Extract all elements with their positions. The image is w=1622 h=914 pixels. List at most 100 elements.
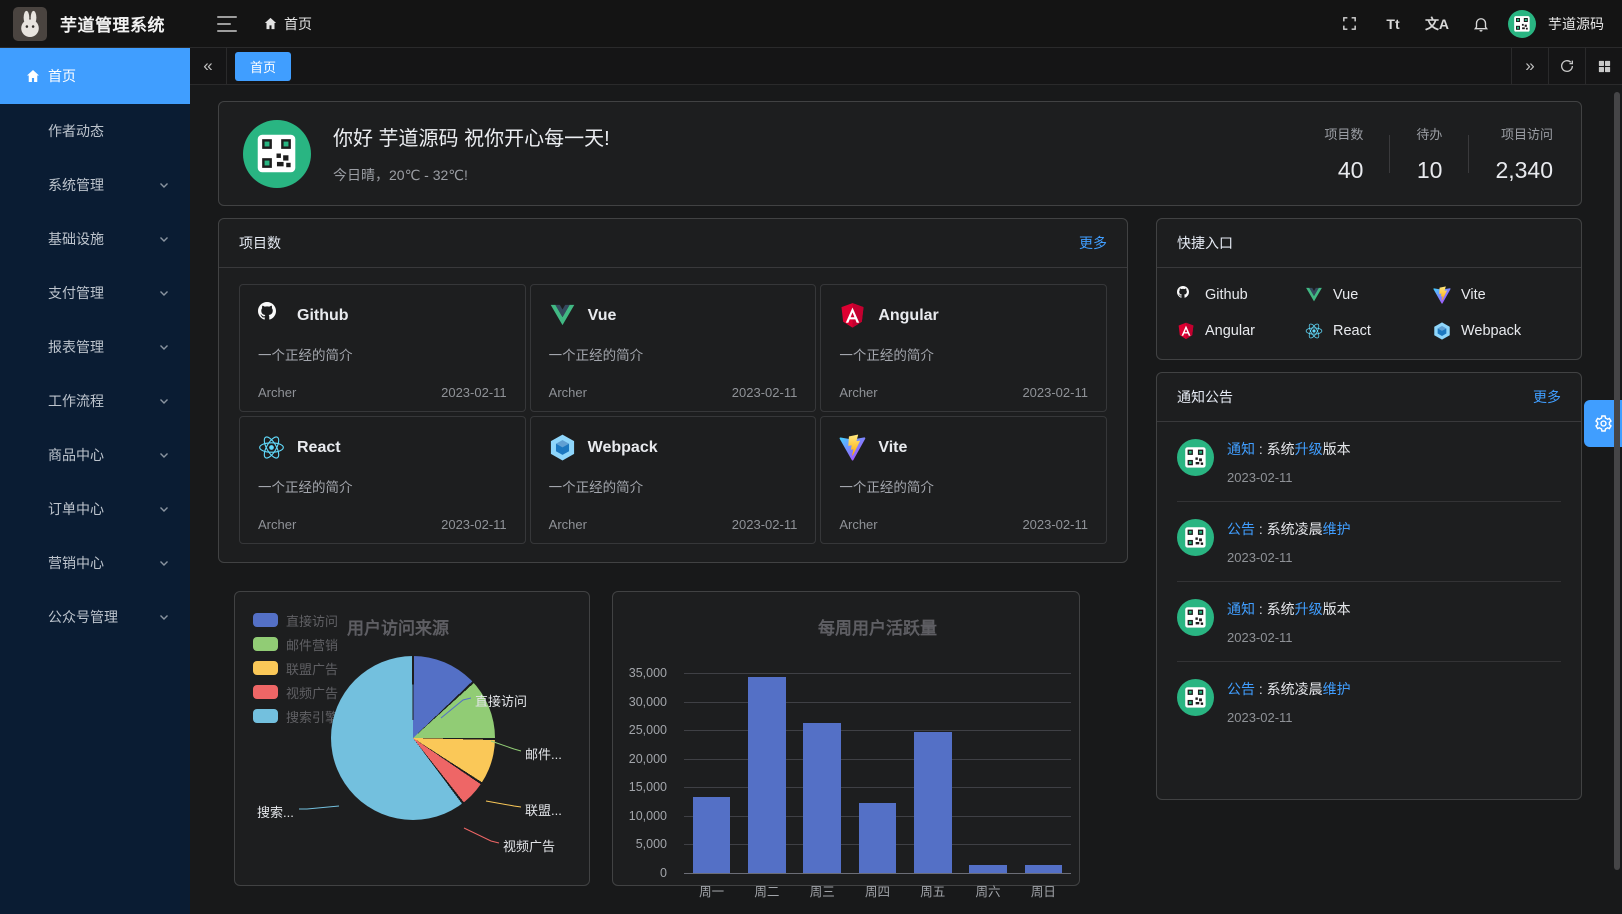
notice-item[interactable]: 公告 : 系统凌晨维护 2023-02-11	[1177, 502, 1561, 582]
bar	[1024, 865, 1063, 873]
language-icon[interactable]: 文A	[1424, 15, 1450, 32]
project-card-angular[interactable]: Angular 一个正经的简介 Archer 2023-02-11	[820, 284, 1107, 412]
chevron-down-icon	[160, 345, 168, 350]
project-author: Archer	[839, 517, 878, 532]
sidebar-item-home[interactable]: 首页	[0, 48, 190, 104]
sidebar-item-system[interactable]: 系统管理	[0, 158, 190, 212]
user-name[interactable]: 芋道源码	[1548, 15, 1604, 32]
quick-link-label: Github	[1205, 287, 1248, 303]
stat-visits: 项目访问 2,340	[1495, 126, 1553, 183]
project-author: Archer	[548, 385, 587, 400]
sidebar-item-marketing[interactable]: 营销中心	[0, 536, 190, 590]
project-card-webpack[interactable]: Webpack 一个正经的简介 Archer 2023-02-11	[529, 416, 817, 544]
notice-date: 2023-02-11	[1227, 550, 1293, 565]
menu-fold-icon[interactable]	[217, 15, 237, 32]
chevron-down-icon	[160, 399, 168, 404]
notices-more-link[interactable]: 更多	[1533, 389, 1561, 405]
pie-legend: 直接访问 邮件营销 联盟广告 视频广告 搜索引擎	[253, 608, 338, 728]
project-author: Archer	[258, 385, 297, 400]
sidebar-item-infra[interactable]: 基础设施	[0, 212, 190, 266]
github-icon	[258, 302, 276, 320]
breadcrumb[interactable]: 首页	[263, 14, 312, 34]
sidebar-item-report[interactable]: 报表管理	[0, 320, 190, 374]
user-avatar[interactable]	[1508, 9, 1536, 38]
pie-label: 直接访问	[475, 694, 528, 709]
tab-home[interactable]: 首页	[235, 51, 292, 81]
quick-link-vite[interactable]: Vite	[1433, 282, 1561, 308]
projects-more-link[interactable]: 更多	[1079, 235, 1107, 251]
sidebar-item-wechat[interactable]: 公众号管理	[0, 590, 190, 644]
bar	[969, 865, 1007, 873]
project-author: Archer	[839, 385, 878, 400]
project-date: 2023-02-11	[731, 517, 798, 532]
quick-link-label: Vite	[1461, 287, 1486, 303]
quick-link-angular[interactable]: Angular	[1177, 318, 1305, 344]
tabs-scroll-left-icon[interactable]: «	[190, 47, 227, 85]
notice-title[interactable]: 公告 : 系统凌晨维护	[1227, 521, 1351, 537]
legend-swatch	[253, 709, 278, 723]
y-tick-label: 25,000	[628, 723, 667, 738]
project-desc: 一个正经的简介	[258, 348, 353, 363]
legend-item[interactable]: 直接访问	[253, 608, 338, 632]
tabs-scroll-right-icon[interactable]: »	[1511, 47, 1548, 85]
vite-icon	[839, 434, 866, 461]
quick-link-github[interactable]: Github	[1177, 282, 1305, 308]
project-author: Archer	[548, 517, 587, 532]
chevron-down-icon	[160, 453, 168, 458]
quick-link-webpack[interactable]: Webpack	[1433, 318, 1561, 344]
project-desc: 一个正经的简介	[258, 480, 353, 495]
bar	[803, 722, 841, 873]
react-icon	[259, 434, 284, 461]
quick-link-vue[interactable]: Vue	[1305, 282, 1433, 308]
legend-item[interactable]: 联盟广告	[253, 656, 338, 680]
sidebar-item-payment[interactable]: 支付管理	[0, 266, 190, 320]
y-tick-label: 15,000	[628, 780, 667, 795]
vite-icon	[1433, 286, 1451, 304]
fullscreen-icon[interactable]	[1332, 7, 1366, 41]
vertical-scrollbar[interactable]	[1614, 92, 1620, 870]
home-icon	[27, 70, 39, 82]
notice-item[interactable]: 通知 : 系统升级版本 2023-02-11	[1177, 582, 1561, 662]
notice-title[interactable]: 通知 : 系统升级版本	[1227, 441, 1351, 457]
github-icon	[1177, 286, 1189, 298]
pie-label: 邮件...	[525, 747, 562, 762]
gridline	[684, 787, 1071, 789]
project-desc: 一个正经的简介	[548, 348, 644, 363]
sidebar-item-author-news[interactable]: 作者动态	[48, 123, 104, 139]
legend-item[interactable]: 邮件营销	[253, 632, 338, 656]
notification-bell-icon[interactable]	[1464, 7, 1498, 41]
x-tick-label: 周一	[699, 885, 725, 899]
quick-links-card: 快捷入口 Github Vue Vite Angular React Webpack	[1156, 218, 1582, 360]
legend-item[interactable]: 搜索引擎	[253, 704, 338, 728]
x-tick-label: 周二	[754, 885, 780, 899]
project-card-react[interactable]: React 一个正经的简介 Archer 2023-02-11	[239, 416, 526, 544]
quick-link-react[interactable]: React	[1305, 318, 1433, 344]
sidebar-item-workflow[interactable]: 工作流程	[0, 374, 190, 428]
legend-item[interactable]: 视频广告	[253, 680, 338, 704]
refresh-icon[interactable]	[1548, 47, 1585, 85]
x-tick-label: 周五	[920, 885, 946, 899]
project-author: Archer	[258, 517, 297, 532]
project-card-vite[interactable]: Vite 一个正经的简介 Archer 2023-02-11	[820, 416, 1107, 544]
sidebar-item-order[interactable]: 订单中心	[0, 482, 190, 536]
legend-swatch	[253, 613, 278, 627]
notice-title[interactable]: 公告 : 系统凌晨维护	[1227, 681, 1351, 697]
notice-item[interactable]: 通知 : 系统升级版本 2023-02-11	[1177, 422, 1561, 502]
font-size-icon[interactable]: Tt	[1386, 15, 1400, 32]
sidebar-nav: 首页 作者动态 系统管理 基础设施 支付管理 报表管理 工作流程 商品中心 订单…	[0, 48, 190, 914]
gear-icon	[1594, 415, 1612, 432]
sidebar-item-product[interactable]: 商品中心	[0, 428, 190, 482]
project-date: 2023-02-11	[441, 517, 507, 532]
chevron-down-icon	[160, 561, 168, 566]
project-desc: 一个正经的简介	[839, 480, 934, 495]
notice-item[interactable]: 公告 : 系统凌晨维护 2023-02-11	[1177, 662, 1561, 741]
project-card-github[interactable]: Github 一个正经的简介 Archer 2023-02-11	[239, 284, 526, 412]
top-navbar: 芋道管理系统 首页 Tt 文A 芋道源码	[0, 0, 1622, 48]
legend-swatch	[253, 637, 278, 651]
project-card-vue[interactable]: Vue 一个正经的简介 Archer 2023-02-11	[529, 284, 817, 412]
notice-title[interactable]: 通知 : 系统升级版本	[1227, 601, 1351, 617]
notice-date: 2023-02-11	[1227, 470, 1293, 485]
stat-todo: 待办 10	[1416, 126, 1443, 183]
notice-avatar	[1177, 519, 1214, 556]
layout-grid-icon[interactable]	[1585, 47, 1622, 85]
